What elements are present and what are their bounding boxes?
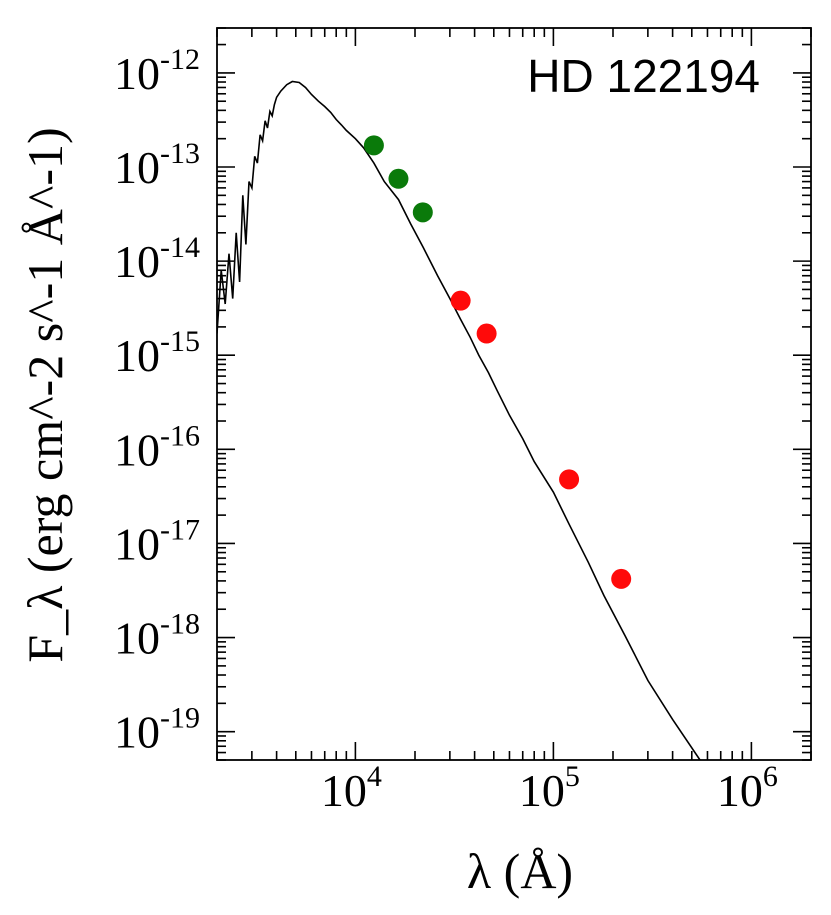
y-tick-label: 10-16 <box>114 419 200 475</box>
photometry-point-green <box>412 202 433 223</box>
y-tick-label: 10-13 <box>114 137 200 193</box>
y-tick-label: 10-19 <box>114 702 200 758</box>
y-tick-labels: 10-12 10-13 10-14 10-15 10-16 10-17 10-18 10-19 <box>114 43 200 758</box>
y-axis-label: F_λ (erg cm^-2 s^-1 Å^-1) <box>17 127 73 662</box>
plot-frame <box>216 27 812 761</box>
photometry-point-red <box>611 568 632 589</box>
y-tick-label: 10-14 <box>114 231 200 287</box>
axis-ticks <box>216 27 812 761</box>
photometry-point-red <box>476 323 497 344</box>
y-tick-label: 10-17 <box>114 513 200 569</box>
x-tick-labels: 104 105 106 <box>321 760 778 816</box>
star-name-annotation: HD 122194 <box>527 50 760 102</box>
x-tick-label: 105 <box>519 760 580 816</box>
x-tick-label: 104 <box>321 760 382 816</box>
y-tick-label: 10-12 <box>114 43 200 99</box>
photometry-point-red <box>559 469 580 490</box>
y-tick-label: 10-15 <box>114 325 200 381</box>
x-axis-label: λ (Å) <box>467 843 573 899</box>
model-spectrum-line <box>217 80 701 760</box>
x-tick-label: 106 <box>717 760 778 816</box>
photometry-point-green <box>388 168 409 189</box>
y-tick-label: 10-18 <box>114 608 200 664</box>
photometry-point-red <box>450 290 471 311</box>
data-series <box>217 80 701 760</box>
y-axis-label-group: F_λ (erg cm^-2 s^-1 Å^-1) <box>17 127 73 662</box>
photometry-point-green <box>363 135 384 156</box>
